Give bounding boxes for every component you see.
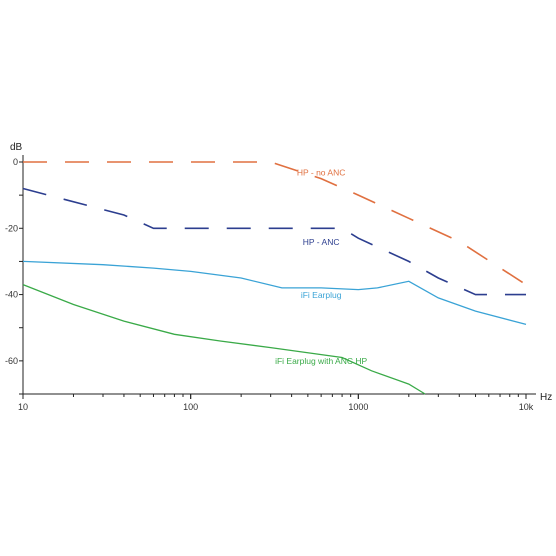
y-tick-label: -60 <box>5 356 18 366</box>
series-line-4 <box>22 283 426 395</box>
y-axis-label: dB <box>10 142 23 153</box>
series-line-2 <box>22 187 526 296</box>
series-line-1 <box>23 161 527 286</box>
series-labels: HP - no ANC HP - ANC iFi Earplug iFi Earplu… <box>275 167 367 366</box>
ticks: 10 100 1000 10k 0 -20 -40 -60 <box>5 157 534 412</box>
x-axis-label: Hz <box>540 392 552 403</box>
series-label-1: HP - no ANC <box>297 167 346 177</box>
series-label-2: HP - ANC <box>303 237 340 247</box>
series-label-4: iFi Earplug with ANC HP <box>275 356 367 366</box>
series-lines <box>22 161 527 395</box>
y-tick-label: 0 <box>13 157 18 167</box>
series-label-3: iFi Earplug <box>301 290 342 300</box>
y-tick-label: -40 <box>5 290 18 300</box>
x-tick-label: 1000 <box>348 402 368 412</box>
series-line-3 <box>22 260 527 326</box>
y-tick-label: -20 <box>5 223 18 233</box>
x-tick-label: 100 <box>183 402 198 412</box>
x-tick-label: 10 <box>18 402 28 412</box>
x-tick-label: 10k <box>519 402 534 412</box>
